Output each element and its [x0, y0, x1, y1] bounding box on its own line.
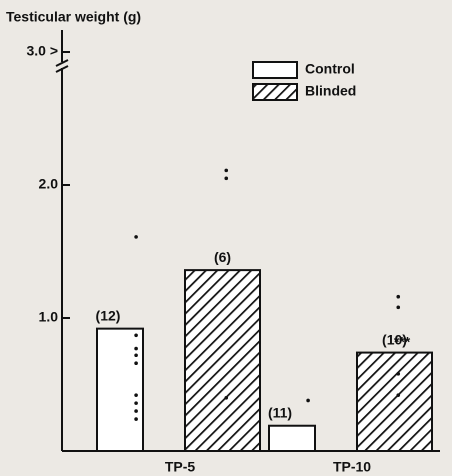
- n-label: (10): [382, 331, 407, 347]
- data-point: [306, 398, 310, 403]
- y-tick-label: 3.0 >: [26, 43, 58, 59]
- data-point: [134, 346, 138, 351]
- significance: ***: [394, 333, 411, 349]
- data-point: [396, 305, 401, 310]
- data-point: [134, 235, 138, 239]
- data-point: [224, 396, 229, 400]
- axis-break: [55, 65, 69, 73]
- y-tick-label: 2.0: [39, 176, 59, 192]
- legend-swatch: [252, 83, 298, 101]
- data-point: [134, 417, 138, 421]
- n-label: (6): [214, 249, 231, 265]
- legend-label: Control: [305, 61, 355, 77]
- chart-title: Testicular weight (g): [6, 9, 141, 25]
- data-point: [396, 372, 401, 376]
- bar: [356, 351, 433, 452]
- data-point: [134, 333, 138, 338]
- data-point: [134, 353, 138, 358]
- data-point: [396, 294, 401, 299]
- data-point: [134, 361, 138, 366]
- x-tick-label: TP-5: [165, 459, 196, 475]
- n-label: (11): [268, 404, 292, 420]
- legend-label: Blinded: [305, 83, 356, 99]
- legend-swatch: [252, 61, 298, 79]
- axis-break-gap: [56, 62, 68, 68]
- data-point: [134, 401, 138, 405]
- bar: [184, 269, 261, 452]
- data-point: [224, 176, 229, 181]
- y-tick-label: 1.0: [39, 309, 59, 325]
- bar: [268, 424, 316, 453]
- data-point: [134, 393, 138, 397]
- n-label: (12): [96, 307, 121, 323]
- data-point: [134, 409, 138, 413]
- axis-break: [55, 59, 69, 67]
- data-point: [224, 168, 229, 173]
- data-point: [396, 393, 401, 397]
- x-tick-label: TP-10: [333, 459, 371, 475]
